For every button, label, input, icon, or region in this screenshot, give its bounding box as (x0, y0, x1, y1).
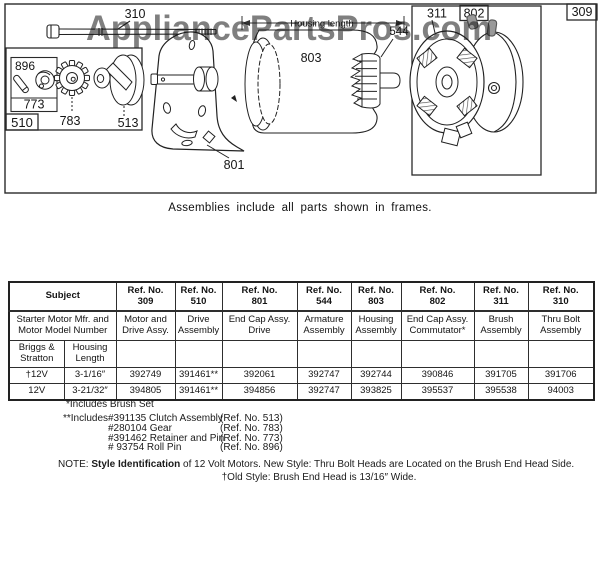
note-line-1: NOTE: Style Identification of 12 Volt Mo… (58, 459, 575, 470)
part-number-cell: 392749 (115, 367, 176, 384)
note-ref: (Ref. No. 896) (220, 442, 283, 454)
description-cell: Brush Assembly (473, 310, 529, 341)
description-cell: Motor and Drive Assy. (115, 310, 176, 341)
includes-note-row: #391462 Retainer and Pin(Ref. No. 773) (63, 432, 283, 444)
model-cell: †12V (8, 367, 65, 384)
parts-diagram: Housing length 310 510 896 773 (4, 3, 598, 194)
main-assembly-frame (4, 3, 597, 194)
watermark-text: AppliancePartsPros.com (86, 9, 492, 48)
description-cell: Housing Assembly (350, 310, 402, 341)
empty-cell (296, 340, 352, 368)
note-ref: (Ref. No. 773) (220, 432, 283, 444)
ref-header-802: Ref. No. 802 (400, 281, 475, 312)
note-part: #391135 Clutch Assembly (108, 413, 223, 424)
description-cell: Thru Bolt Assembly (527, 310, 595, 341)
part-label-311: 311 (427, 7, 447, 21)
part-label-801: 801 (224, 158, 245, 172)
subject-header: Subject (8, 281, 117, 312)
part-label-510: 510 (11, 115, 33, 130)
part-label-310: 310 (125, 7, 146, 21)
part-number-cell: 392747 (296, 383, 352, 401)
includes-prefix: **Includes (63, 413, 109, 424)
part-number-cell: 391461** (174, 367, 223, 384)
ref-header-803: Ref. No. 803 (350, 281, 402, 312)
model-cell: 12V (8, 383, 65, 401)
note-ref: (Ref. No. 513) (220, 413, 283, 424)
empty-cell (350, 340, 402, 368)
note-part: #280104 Gear (108, 422, 172, 434)
parts-reference-table: Subject Ref. No. 309 Ref. No. 510 Ref. No.… (8, 281, 595, 401)
field-laminations-drawing (231, 37, 281, 131)
note-part: # 93754 Roll Pin (108, 442, 182, 454)
part-number-cell: 392061 (221, 367, 298, 384)
clutch-drawing (93, 54, 145, 116)
ref-header-510: Ref. No. 510 (174, 281, 223, 312)
ref-header-311: Ref. No. 311 (473, 281, 529, 312)
note-ref: (Ref. No. 783) (220, 422, 283, 434)
part-number-cell: 393825 (350, 383, 402, 401)
brush-assembly-drawing (409, 19, 485, 147)
note-bold-text: Style Identification (91, 459, 181, 470)
roll-pin-drawing (13, 74, 29, 94)
part-number-cell: 392744 (350, 367, 402, 384)
note-line-2: †Old Style: Brush End Head is 13/16″ Wid… (221, 471, 417, 483)
brush-set-note: *Includes Brush Set (66, 399, 154, 410)
armature-drawing (349, 38, 401, 109)
part-label-544: 544 (389, 26, 409, 38)
ref-header-310: Ref. No. 310 (527, 281, 595, 312)
subject-subheader: Starter Motor Mfr. and Motor Model Numbe… (8, 310, 117, 341)
part-label-896: 896 (15, 59, 35, 73)
corner-ref-box (566, 3, 598, 21)
part-number-cell: 391705 (473, 367, 529, 384)
description-cell: Drive Assembly (174, 310, 223, 341)
description-cell: End Cap Assy. Drive (221, 310, 298, 341)
drive-end-cap-drawing (150, 31, 245, 159)
brand-cell: Briggs & Stratton (8, 340, 65, 368)
housing-length-label: Housing length (290, 19, 353, 30)
empty-cell (174, 340, 223, 368)
empty-cell (400, 340, 475, 368)
empty-cell (473, 340, 529, 368)
empty-cell (527, 340, 595, 368)
includes-note-row: **Includes#391135 Clutch Assembly(Ref. N… (63, 414, 283, 424)
description-cell: Armature Assembly (296, 310, 352, 341)
retainer-drawing (35, 70, 55, 90)
part-number-cell: 390846 (400, 367, 475, 384)
ref-header-544: Ref. No. 544 (296, 281, 352, 312)
note-part: #391462 Retainer and Pin (108, 432, 225, 444)
ref-header-309: Ref. No. 309 (115, 281, 176, 312)
includes-notes: **Includes#391135 Clutch Assembly(Ref. N… (63, 414, 283, 453)
style-identification-note: NOTE: Style Identification of 12 Volt Mo… (58, 459, 580, 483)
gear-drawing (54, 60, 90, 112)
includes-note-row: #280104 Gear (Ref. No. 783) (63, 422, 283, 434)
ref-header-801: Ref. No. 801 (221, 281, 298, 312)
part-number-cell: 395537 (400, 383, 475, 401)
part-number-cell: 391461** (174, 383, 223, 401)
part-label-513: 513 (118, 116, 139, 130)
housing-length-dimension (241, 16, 405, 30)
part-number-cell: 394856 (221, 383, 298, 401)
part-number-cell: 392747 (296, 367, 352, 384)
part-label-783: 783 (60, 114, 81, 128)
part-label-309: 309 (572, 5, 593, 19)
includes-note-row: # 93754 Roll Pin (Ref. No. 896) (63, 443, 283, 453)
part-number-cell: 395538 (473, 383, 529, 401)
housing-length-header: Housing Length (63, 340, 117, 368)
part-label-773: 773 (24, 98, 45, 112)
part-number-cell: 394805 (115, 383, 176, 401)
empty-cell (221, 340, 298, 368)
housing-length-cell: 3-1/16″ (63, 367, 117, 384)
description-cell: End Cap Assy. Commutator* (400, 310, 475, 341)
housing-length-cell: 3-21/32″ (63, 383, 117, 401)
part-label-803: 803 (301, 51, 322, 65)
frames-caption: Assemblies include all parts shown in fr… (168, 202, 432, 214)
part-number-cell: 94003 (527, 383, 595, 401)
empty-cell (115, 340, 176, 368)
part-number-cell: 391706 (527, 367, 595, 384)
